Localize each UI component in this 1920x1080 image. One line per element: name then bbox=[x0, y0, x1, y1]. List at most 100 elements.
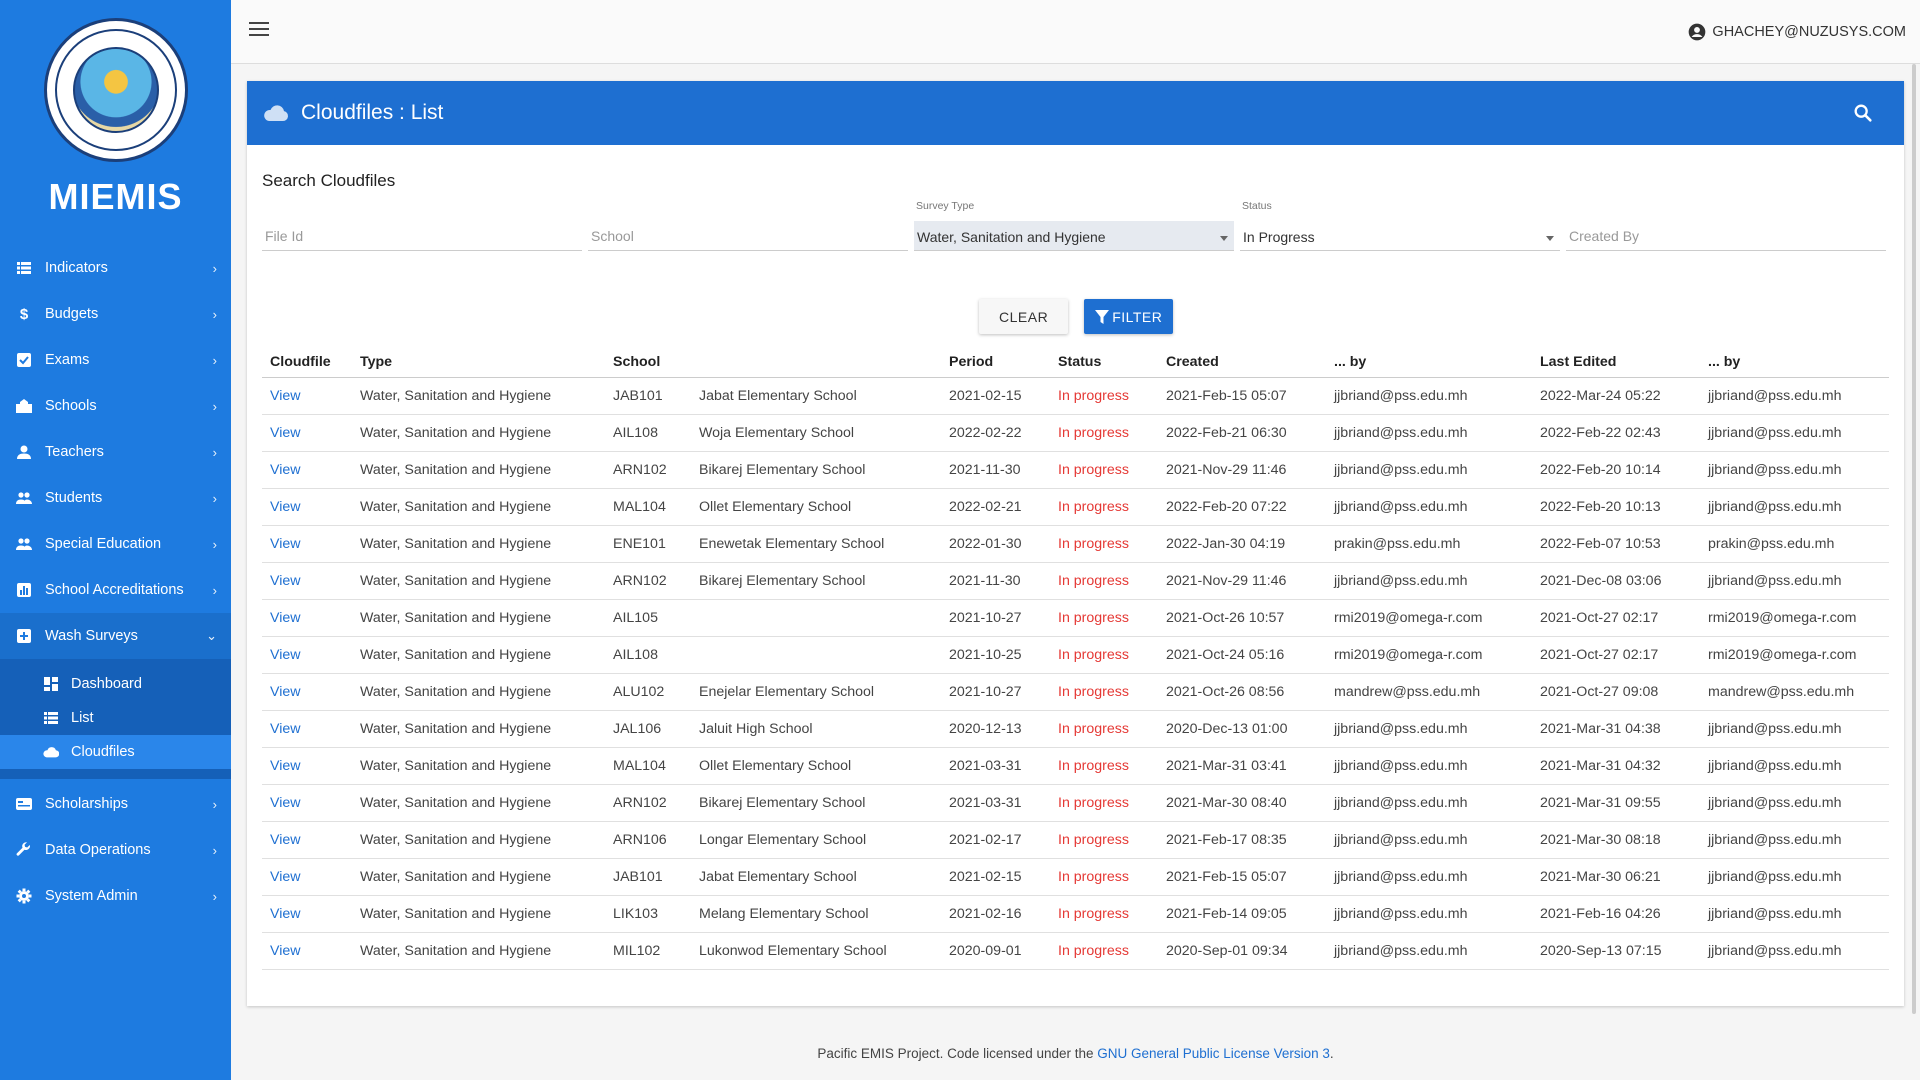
view-link[interactable]: View bbox=[262, 377, 352, 415]
survey-type-label: Survey Type bbox=[916, 200, 975, 212]
school-code-cell: MAL104 bbox=[605, 488, 691, 526]
period-cell: 2020-12-13 bbox=[941, 710, 1050, 748]
view-link[interactable]: View bbox=[262, 710, 352, 748]
type-cell: Water, Sanitation and Hygiene bbox=[352, 636, 605, 674]
sidebar-item-special-education[interactable]: Special Education › bbox=[0, 521, 231, 567]
type-cell: Water, Sanitation and Hygiene bbox=[352, 414, 605, 452]
view-link[interactable]: View bbox=[262, 932, 352, 970]
sidebar-item-budgets[interactable]: $ Budgets › bbox=[0, 291, 231, 337]
last-edited-cell: 2021-Mar-30 08:18 bbox=[1532, 821, 1700, 859]
sidebar-item-exams[interactable]: Exams › bbox=[0, 337, 231, 383]
column-header[interactable]: Status bbox=[1050, 347, 1158, 378]
type-cell: Water, Sanitation and Hygiene bbox=[352, 932, 605, 970]
submenu-item-cloudfiles[interactable]: Cloudfiles bbox=[0, 735, 231, 769]
filter-actions: CLEAR FILTER bbox=[979, 299, 1174, 334]
license-link[interactable]: GNU General Public License Version 3 bbox=[1097, 1046, 1330, 1061]
sidebar-item-wash-surveys[interactable]: Wash Surveys ⌄ bbox=[0, 613, 231, 659]
last-edited-cell: 2021-Oct-27 02:17 bbox=[1532, 636, 1700, 674]
search-icon[interactable] bbox=[1852, 102, 1874, 124]
sidebar-item-label: Budgets bbox=[45, 306, 99, 322]
status-select[interactable]: Status In Progress bbox=[1240, 197, 1560, 251]
column-header[interactable]: School bbox=[605, 347, 691, 378]
column-header[interactable]: Last Edited bbox=[1532, 347, 1700, 378]
status-cell: In progress bbox=[1050, 414, 1158, 452]
column-header[interactable]: Cloudfile bbox=[262, 347, 352, 378]
view-link[interactable]: View bbox=[262, 673, 352, 711]
last-edited-cell: 2021-Mar-30 06:21 bbox=[1532, 858, 1700, 896]
column-header[interactable]: Type bbox=[352, 347, 605, 378]
type-cell: Water, Sanitation and Hygiene bbox=[352, 821, 605, 859]
period-cell: 2021-10-25 bbox=[941, 636, 1050, 674]
created-by-input[interactable] bbox=[1566, 221, 1886, 251]
sidebar-item-indicators[interactable]: Indicators › bbox=[0, 245, 231, 291]
status-cell: In progress bbox=[1050, 451, 1158, 489]
type-cell: Water, Sanitation and Hygiene bbox=[352, 451, 605, 489]
view-link[interactable]: View bbox=[262, 636, 352, 674]
status-cell: In progress bbox=[1050, 673, 1158, 711]
sidebar-item-label: School Accreditations bbox=[45, 582, 184, 598]
column-header[interactable] bbox=[691, 347, 941, 378]
view-link[interactable]: View bbox=[262, 895, 352, 933]
edited-by-cell: rmi2019@omega-r.com bbox=[1700, 636, 1889, 674]
edited-by-cell: jjbriand@pss.edu.mh bbox=[1700, 895, 1889, 933]
sidebar-item-scholarships[interactable]: Scholarships › bbox=[0, 781, 231, 827]
edited-by-cell: jjbriand@pss.edu.mh bbox=[1700, 377, 1889, 415]
view-link[interactable]: View bbox=[262, 562, 352, 600]
app-title: MIEMIS bbox=[48, 176, 183, 217]
created-by-field bbox=[1566, 197, 1886, 251]
created-cell: 2021-Oct-26 10:57 bbox=[1158, 599, 1326, 637]
last-edited-cell: 2021-Feb-16 04:26 bbox=[1532, 895, 1700, 933]
table-row: View Water, Sanitation and Hygiene ENE101 E… bbox=[262, 525, 1889, 563]
edited-by-cell: jjbriand@pss.edu.mh bbox=[1700, 710, 1889, 748]
menu-toggle-icon[interactable] bbox=[249, 22, 269, 38]
sidebar-item-students[interactable]: Students › bbox=[0, 475, 231, 521]
edited-by-cell: mandrew@pss.edu.mh bbox=[1700, 673, 1889, 711]
school-code-cell: ARN102 bbox=[605, 784, 691, 822]
sidebar-item-data-operations[interactable]: Data Operations › bbox=[0, 827, 231, 873]
sidebar-item-teachers[interactable]: Teachers › bbox=[0, 429, 231, 475]
edited-by-cell: jjbriand@pss.edu.mh bbox=[1700, 488, 1889, 526]
table-row: View Water, Sanitation and Hygiene MAL104 O… bbox=[262, 488, 1889, 526]
view-link[interactable]: View bbox=[262, 451, 352, 489]
created-cell: 2021-Feb-14 09:05 bbox=[1158, 895, 1326, 933]
column-header[interactable]: ... by bbox=[1700, 347, 1889, 378]
view-link[interactable]: View bbox=[262, 821, 352, 859]
column-header[interactable]: Period bbox=[941, 347, 1050, 378]
column-header[interactable]: Created bbox=[1158, 347, 1326, 378]
view-link[interactable]: View bbox=[262, 784, 352, 822]
people-icon bbox=[15, 489, 33, 507]
submenu-item-dashboard[interactable]: Dashboard bbox=[0, 667, 231, 701]
school-input[interactable] bbox=[588, 221, 908, 251]
column-header[interactable]: ... by bbox=[1326, 347, 1532, 378]
view-link[interactable]: View bbox=[262, 414, 352, 452]
user-menu[interactable]: GHACHEY@NUZUSYS.COM bbox=[1687, 22, 1906, 42]
sidebar-item-school-accreditations[interactable]: School Accreditations › bbox=[0, 567, 231, 613]
view-link[interactable]: View bbox=[262, 747, 352, 785]
table-header-row: Cloudfile Type School Period Status Created..… bbox=[262, 347, 1889, 378]
cloud-icon bbox=[264, 105, 289, 121]
status-cell: In progress bbox=[1050, 525, 1158, 563]
school-name-cell bbox=[691, 636, 941, 674]
school-code-cell: JAB101 bbox=[605, 858, 691, 896]
submenu-item-label: Dashboard bbox=[71, 676, 142, 692]
period-cell: 2021-02-15 bbox=[941, 377, 1050, 415]
sidebar-item-label: Exams bbox=[45, 352, 90, 368]
gear-icon bbox=[15, 887, 33, 905]
filter-button[interactable]: FILTER bbox=[1084, 299, 1174, 334]
view-link[interactable]: View bbox=[262, 525, 352, 563]
created-by-cell: jjbriand@pss.edu.mh bbox=[1326, 932, 1532, 970]
file-id-input[interactable] bbox=[262, 221, 582, 251]
view-link[interactable]: View bbox=[262, 858, 352, 896]
chart-icon bbox=[15, 581, 33, 599]
view-link[interactable]: View bbox=[262, 488, 352, 526]
survey-type-select[interactable]: Survey Type Water, Sanitation and Hygien… bbox=[914, 197, 1234, 251]
period-cell: 2021-02-17 bbox=[941, 821, 1050, 859]
sidebar-item-schools[interactable]: Schools › bbox=[0, 383, 231, 429]
plus-box-icon bbox=[15, 627, 33, 645]
view-link[interactable]: View bbox=[262, 599, 352, 637]
sidebar-item-system-admin[interactable]: System Admin › bbox=[0, 873, 231, 919]
created-cell: 2020-Dec-13 01:00 bbox=[1158, 710, 1326, 748]
submenu-item-list[interactable]: List bbox=[0, 701, 231, 735]
scrollbar[interactable] bbox=[1912, 64, 1916, 1014]
clear-button[interactable]: CLEAR bbox=[979, 299, 1069, 334]
